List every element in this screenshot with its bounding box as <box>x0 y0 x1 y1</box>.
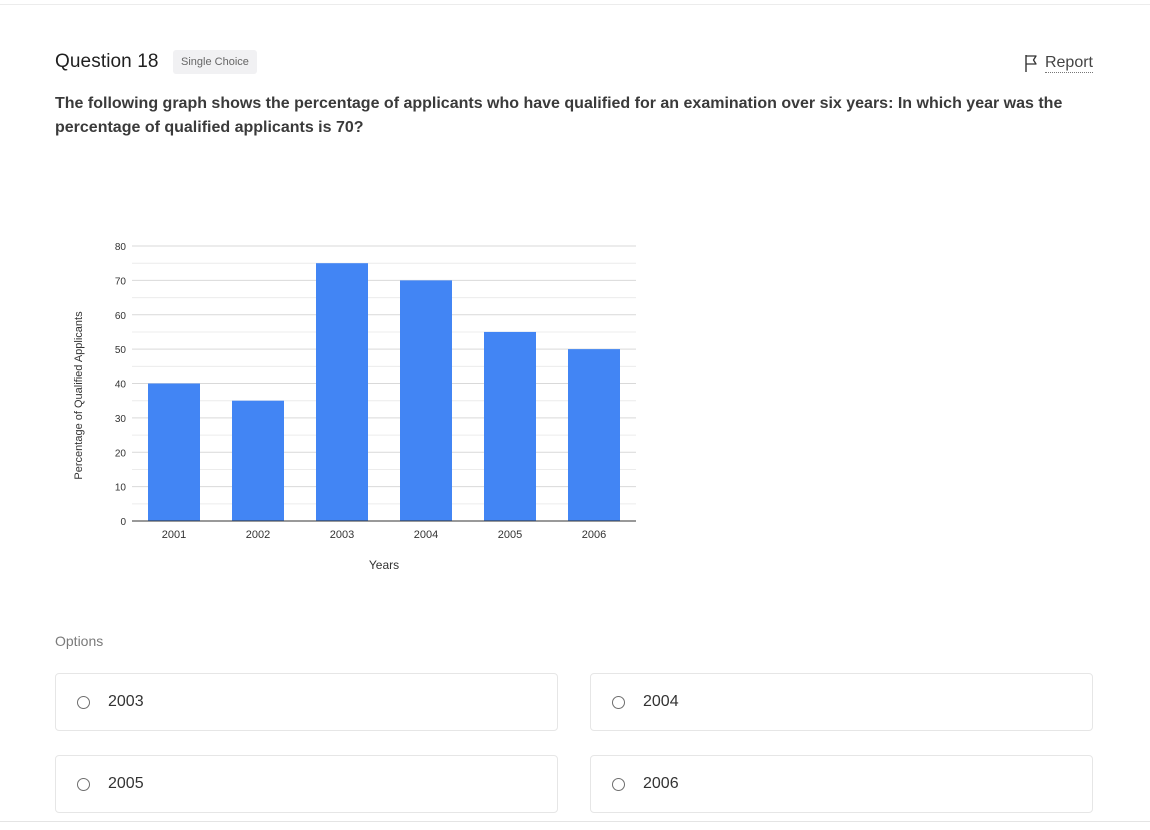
x-tick-label: 2001 <box>162 529 186 541</box>
y-tick-label: 60 <box>115 311 127 322</box>
option-label: 2003 <box>108 693 144 710</box>
chart-svg: 0 10 20 30 40 50 60 70 80 2001 2002 2003 2004 2005 200… <box>73 242 636 572</box>
option-2005[interactable]: 2005 <box>55 755 558 813</box>
report-label: Report <box>1044 53 1093 73</box>
bar-2003 <box>316 263 368 521</box>
option-label: 2006 <box>643 775 679 792</box>
bar-2006 <box>568 349 620 521</box>
bar-chart: 0 10 20 30 40 50 60 70 80 2001 2002 2003 2004 2005 200… <box>60 225 660 585</box>
y-tick-label: 40 <box>115 380 127 391</box>
y-tick-label: 80 <box>115 242 127 253</box>
x-tick-label: 2006 <box>582 529 606 541</box>
radio-button[interactable] <box>612 777 625 791</box>
option-label: 2005 <box>108 775 144 792</box>
y-axis-label: Percentage of Qualified Applicants <box>73 311 85 480</box>
bar-2004 <box>400 280 452 521</box>
bar-2001 <box>148 383 200 521</box>
radio-button[interactable] <box>77 695 90 709</box>
question-text: The following graph shows the percentage… <box>55 95 1063 136</box>
x-tick-label: 2004 <box>414 529 438 541</box>
x-tick-label: 2002 <box>246 529 270 541</box>
question-type-badge: Single Choice <box>173 50 257 74</box>
question-title: Question 18 <box>55 51 159 72</box>
bar-2005 <box>484 331 536 521</box>
option-2006[interactable]: 2006 <box>590 755 1093 813</box>
y-tick-label: 20 <box>115 448 127 459</box>
flag-icon <box>1023 53 1039 73</box>
bottom-divider <box>0 821 1150 822</box>
report-button[interactable]: Report <box>1023 51 1093 75</box>
option-2004[interactable]: 2004 <box>590 673 1093 731</box>
options-label: Options <box>55 633 104 649</box>
bar-2002 <box>232 400 284 521</box>
y-tick-label: 50 <box>115 345 127 356</box>
top-divider <box>0 4 1150 5</box>
radio-button[interactable] <box>612 695 625 709</box>
question-header: Question 18 Single Choice Report <box>55 50 1093 76</box>
y-tick-label: 70 <box>115 276 127 287</box>
y-tick-label: 30 <box>115 414 127 425</box>
x-axis-label: Years <box>369 558 399 572</box>
option-2003[interactable]: 2003 <box>55 673 558 731</box>
y-tick-label: 0 <box>120 517 126 528</box>
y-tick-label: 10 <box>115 483 127 494</box>
x-tick-label: 2005 <box>498 529 522 541</box>
x-tick-label: 2003 <box>330 529 354 541</box>
option-label: 2004 <box>643 693 679 710</box>
radio-button[interactable] <box>77 777 90 791</box>
